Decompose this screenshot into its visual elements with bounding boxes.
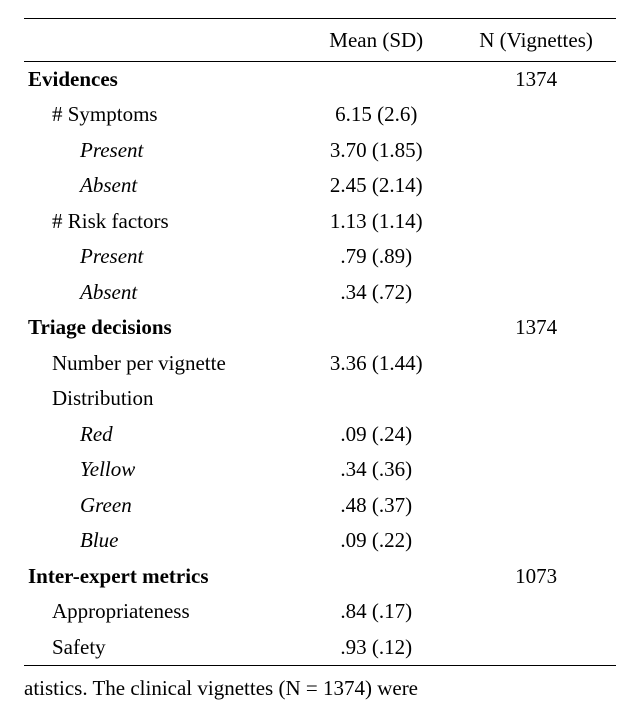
cell-blank	[296, 559, 456, 595]
risk-absent-label: Absent	[24, 275, 296, 311]
green-label: Green	[24, 488, 296, 524]
cell-blank	[456, 168, 616, 204]
cell-blank	[456, 488, 616, 524]
section-inter-title: Inter-expert metrics	[24, 559, 296, 595]
cell-blank	[456, 239, 616, 275]
symptoms-absent-label: Absent	[24, 168, 296, 204]
cell-blank	[456, 417, 616, 453]
blue-label: Blue	[24, 523, 296, 559]
symptoms-present-mean: 3.70 (1.85)	[296, 133, 456, 169]
appr-label: Appropriateness	[24, 594, 296, 630]
risk-present-label: Present	[24, 239, 296, 275]
cell-blank	[456, 204, 616, 240]
yellow-mean: .34 (.36)	[296, 452, 456, 488]
section-evidences-title: Evidences	[24, 61, 296, 97]
cell-blank	[456, 630, 616, 666]
symptoms-absent-mean: 2.45 (2.14)	[296, 168, 456, 204]
symptoms-label: # Symptoms	[24, 97, 296, 133]
cell-blank	[456, 275, 616, 311]
risk-present-mean: .79 (.89)	[296, 239, 456, 275]
green-mean: .48 (.37)	[296, 488, 456, 524]
section-triage-title: Triage decisions	[24, 310, 296, 346]
red-mean: .09 (.24)	[296, 417, 456, 453]
cell-blank	[456, 133, 616, 169]
blue-mean: .09 (.22)	[296, 523, 456, 559]
cell-blank	[296, 310, 456, 346]
cell-blank	[456, 452, 616, 488]
safe-label: Safety	[24, 630, 296, 666]
symptoms-mean: 6.15 (2.6)	[296, 97, 456, 133]
cell-blank	[456, 594, 616, 630]
cell-blank	[456, 346, 616, 382]
inter-n: 1073	[456, 559, 616, 595]
cell-blank	[456, 523, 616, 559]
risk-absent-mean: .34 (.72)	[296, 275, 456, 311]
per-vignette-label: Number per vignette	[24, 346, 296, 382]
caption-fragment: atistics. The clinical vignettes (N = 13…	[24, 676, 616, 701]
stats-table: Mean (SD) N (Vignettes) Evidences 1374 #…	[24, 18, 616, 666]
symptoms-present-label: Present	[24, 133, 296, 169]
risk-label: # Risk factors	[24, 204, 296, 240]
cell-blank	[296, 381, 456, 417]
distribution-label: Distribution	[24, 381, 296, 417]
yellow-label: Yellow	[24, 452, 296, 488]
header-n: N (Vignettes)	[456, 19, 616, 62]
evidences-n: 1374	[456, 61, 616, 97]
safe-mean: .93 (.12)	[296, 630, 456, 666]
header-mean: Mean (SD)	[296, 19, 456, 62]
triage-n: 1374	[456, 310, 616, 346]
red-label: Red	[24, 417, 296, 453]
appr-mean: .84 (.17)	[296, 594, 456, 630]
cell-blank	[456, 97, 616, 133]
cell-blank	[456, 381, 616, 417]
header-blank	[24, 19, 296, 62]
cell-blank	[296, 61, 456, 97]
per-vignette-mean: 3.36 (1.44)	[296, 346, 456, 382]
risk-mean: 1.13 (1.14)	[296, 204, 456, 240]
